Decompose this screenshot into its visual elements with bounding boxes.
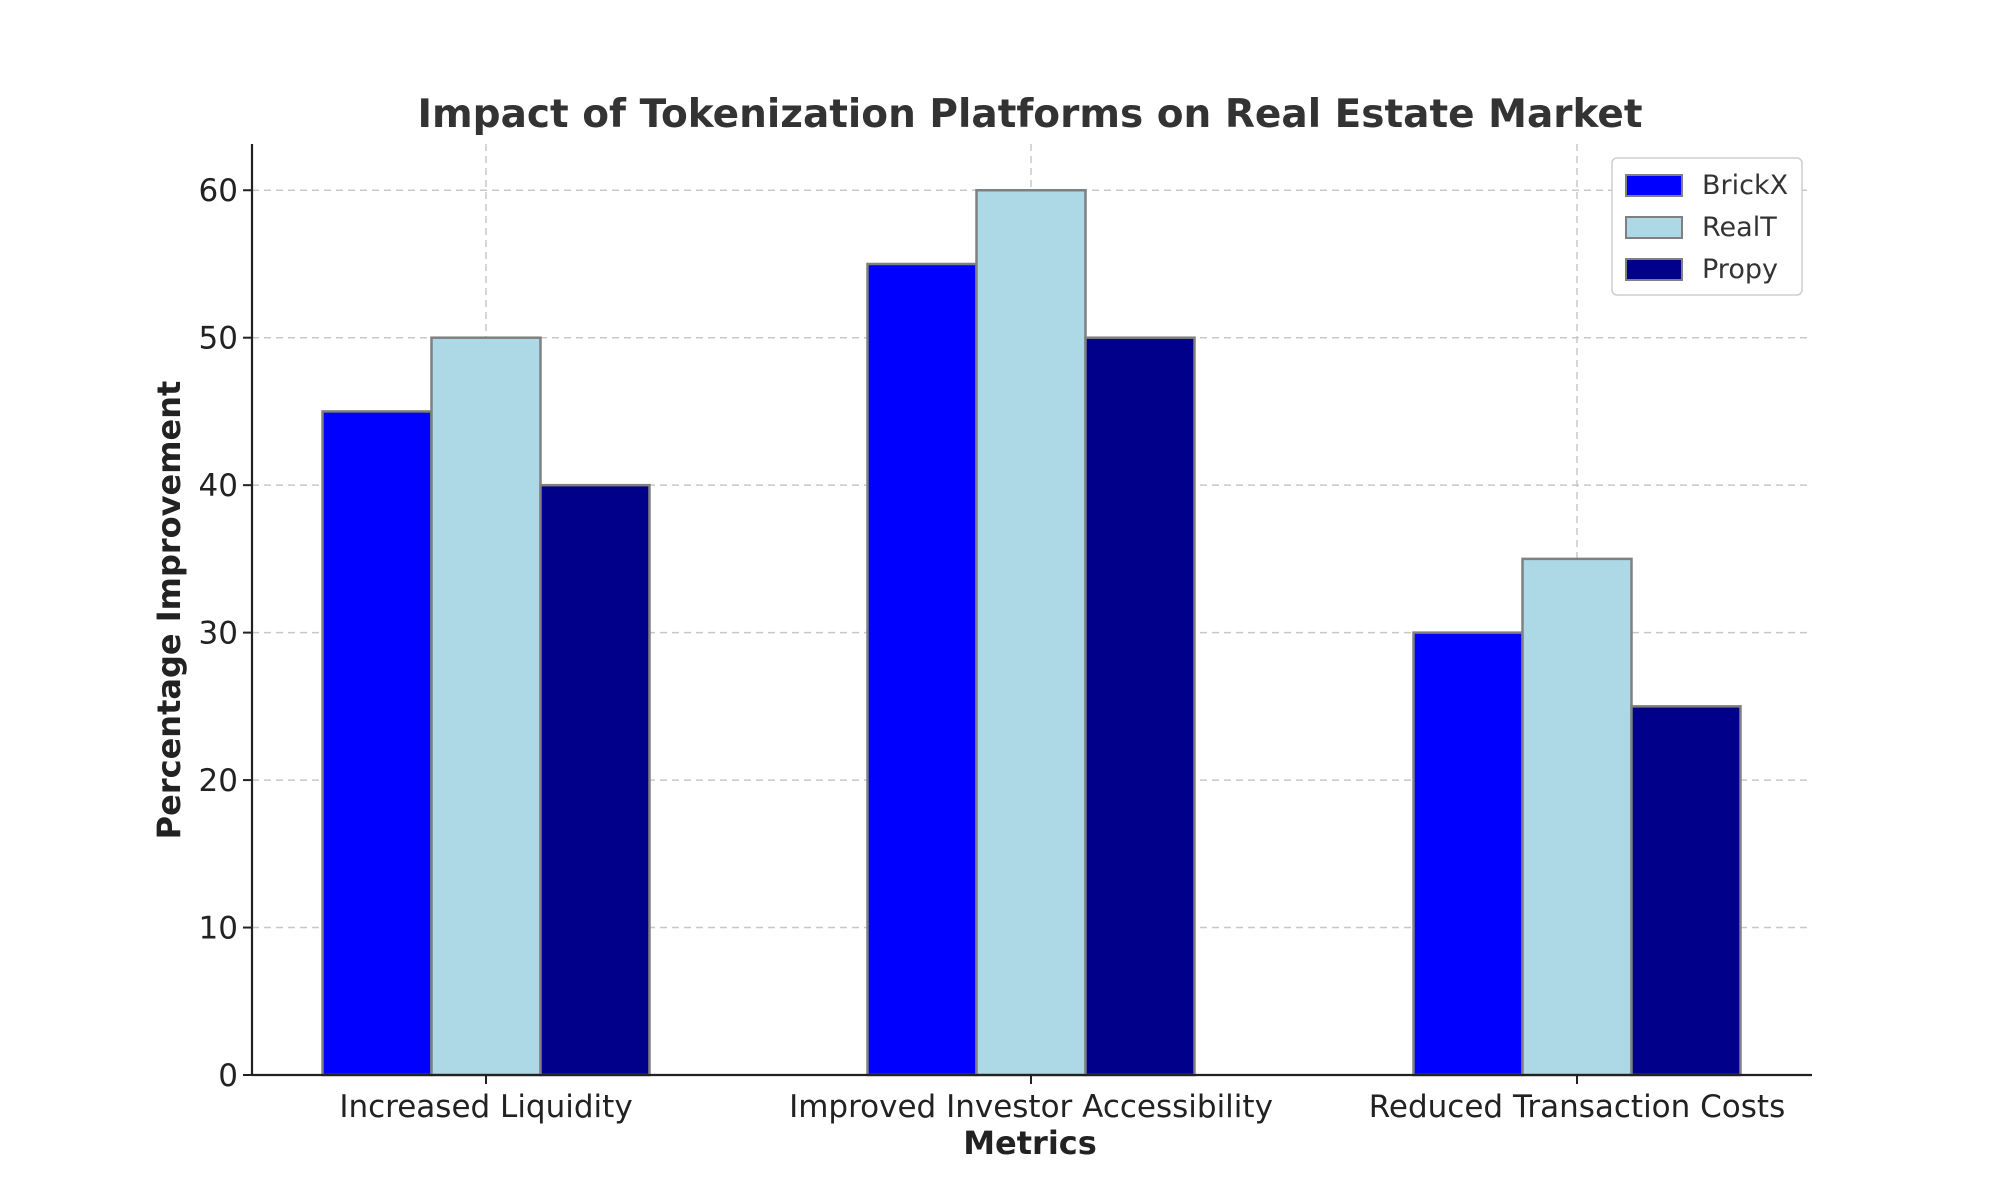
bar-brickx-reduced-transaction-costs	[1412, 631, 1524, 1077]
legend-swatch-brickx	[1625, 174, 1683, 197]
bar-brickx-improved-investor-accessibility	[866, 262, 978, 1077]
x-tick-label: Reduced Transaction Costs	[1369, 1089, 1785, 1125]
x-axis-ticks: Increased Liquidity Improved Investor Acc…	[339, 1075, 1785, 1125]
bars	[321, 188, 1742, 1077]
y-tick-label: 50	[199, 321, 238, 357]
legend-label-brickx: BrickX	[1702, 170, 1788, 201]
x-axis-label: Metrics	[963, 1124, 1097, 1162]
legend-label-realt: RealT	[1702, 212, 1777, 243]
bar-propy-increased-liquidity	[539, 483, 651, 1077]
legend-swatch-propy	[1625, 258, 1683, 281]
y-tick-label: 30	[199, 616, 238, 652]
y-tick-label: 10	[199, 911, 238, 947]
bar-realt-reduced-transaction-costs	[1521, 557, 1633, 1077]
y-axis-ticks: 0 10 20 30 40 50 60	[199, 173, 252, 1094]
y-tick-label: 40	[199, 468, 238, 504]
chart-title: Impact of Tokenization Platforms on Real…	[418, 92, 1643, 137]
bar-brickx-increased-liquidity	[321, 410, 433, 1077]
x-tick-label: Improved Investor Accessibility	[789, 1089, 1273, 1125]
y-tick-label: 60	[199, 173, 238, 209]
bar-propy-reduced-transaction-costs	[1630, 705, 1742, 1077]
bar-realt-increased-liquidity	[430, 336, 542, 1077]
y-axis-label: Percentage Improvement	[150, 381, 188, 840]
bar-realt-improved-investor-accessibility	[975, 188, 1087, 1077]
bar-propy-improved-investor-accessibility	[1084, 336, 1196, 1077]
y-tick-label: 0	[218, 1058, 238, 1094]
legend: BrickX RealT Propy	[1611, 157, 1803, 296]
legend-swatch-realt	[1625, 216, 1683, 239]
x-tick-label: Increased Liquidity	[339, 1089, 632, 1125]
y-tick-label: 20	[199, 763, 238, 799]
legend-label-propy: Propy	[1702, 254, 1778, 285]
